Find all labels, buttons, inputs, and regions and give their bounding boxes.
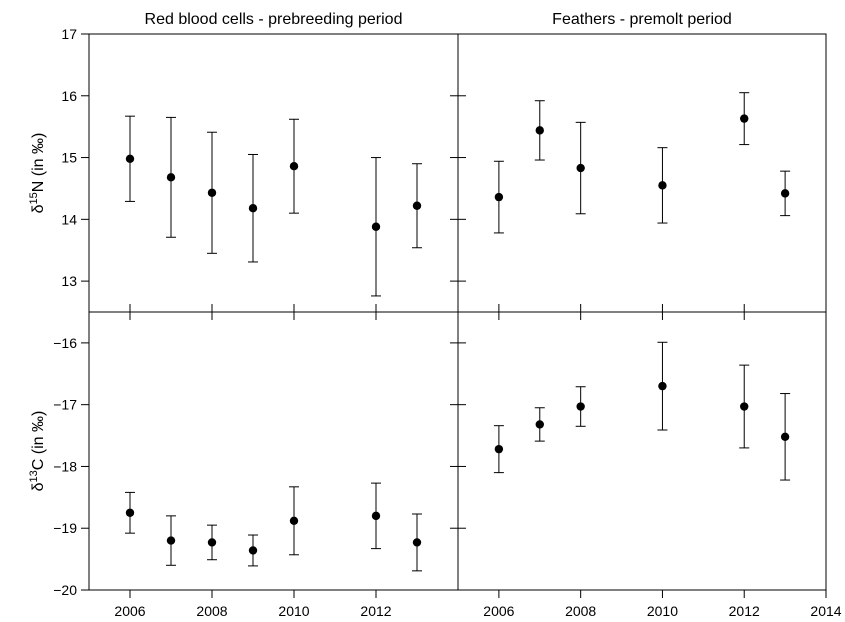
- data-point-fea-n-2008: [576, 163, 585, 173]
- data-marks: [125, 92, 791, 572]
- data-point-fea-c-2012: [740, 402, 749, 411]
- x-tick-label-left: 2012: [360, 603, 391, 619]
- data-point-rbc-c-2010: [289, 516, 299, 526]
- data-point-rbc-c-2012: [371, 511, 381, 521]
- data-point-fea-n-2006: [494, 192, 504, 202]
- data-point-rbc-c-2007: [166, 536, 176, 545]
- panel-frame-rbc-c: [88, 311, 459, 591]
- y-tick-label-bottom-left: −19: [53, 520, 77, 536]
- x-tick-label-left: 2008: [196, 603, 227, 619]
- x-tick-label-right: 2008: [565, 603, 596, 619]
- axis-labels: 13 14 15 16 17 −20 −19 −18 −17 −16 2006 2008 2010 201…: [28, 11, 842, 619]
- data-point-fea-n-2010: [658, 181, 667, 190]
- data-point-fea-c-2006: [494, 444, 504, 454]
- y-tick-label-top-left: 15: [61, 150, 77, 166]
- data-point-rbc-c-2013: [412, 538, 422, 547]
- x-tick-label-left: 2006: [114, 603, 145, 619]
- y-tick-label-top-left: 16: [61, 88, 77, 104]
- data-point-rbc-c-2009: [248, 546, 258, 555]
- data-point-fea-c-2010: [658, 381, 667, 391]
- axis-ticks: [81, 33, 827, 598]
- y-tick-label-top-left: 14: [61, 211, 77, 227]
- y-tick-label-top-left: 13: [61, 273, 77, 289]
- panel-title-fea-n: Feathers - premolt period: [552, 11, 732, 28]
- data-point-rbc-c-2008: [207, 538, 217, 547]
- data-point-rbc-n-2012: [371, 222, 381, 231]
- data-point-rbc-n-2010: [289, 162, 299, 171]
- y-tick-label-bottom-left: −18: [53, 458, 77, 474]
- y-tick-label-bottom-left: −20: [53, 582, 77, 598]
- panel-frame-rbc-n: [88, 33, 459, 313]
- data-point-fea-c-2008: [576, 402, 585, 411]
- x-tick-label-right: 2010: [647, 603, 678, 619]
- data-point-rbc-c-2006: [125, 508, 135, 517]
- data-point-fea-n-2012: [740, 114, 749, 123]
- data-point-fea-n-2007: [535, 126, 544, 135]
- y-tick-label-bottom-left: −16: [53, 335, 77, 351]
- y-axis-label-rbc-c: δ13C (in ‰): [28, 411, 47, 492]
- x-tick-label-right: 2006: [483, 603, 514, 619]
- y-tick-label-top-left: 17: [61, 26, 77, 42]
- y-axis-label-rbc-n: δ15N (in ‰): [28, 133, 47, 214]
- data-point-rbc-n-2009: [248, 204, 258, 213]
- panel-frames: [88, 33, 827, 591]
- panel-frame-fea-n: [457, 33, 827, 313]
- data-point-rbc-n-2008: [207, 188, 217, 197]
- y-tick-label-bottom-left: −17: [53, 397, 77, 413]
- data-point-rbc-n-2013: [412, 201, 422, 210]
- x-tick-label-left: 2010: [278, 603, 309, 619]
- data-point-fea-c-2013: [780, 432, 790, 441]
- panel-title-rbc-n: Red blood cells - prebreeding period: [145, 11, 403, 28]
- data-point-fea-c-2007: [535, 420, 544, 429]
- x-tick-label-right: 2014: [810, 603, 841, 619]
- data-point-rbc-n-2006: [125, 154, 135, 163]
- panel-frame-fea-c: [457, 311, 827, 591]
- data-point-rbc-n-2007: [166, 173, 176, 182]
- data-point-fea-n-2013: [780, 189, 790, 198]
- x-tick-label-right: 2012: [729, 603, 760, 619]
